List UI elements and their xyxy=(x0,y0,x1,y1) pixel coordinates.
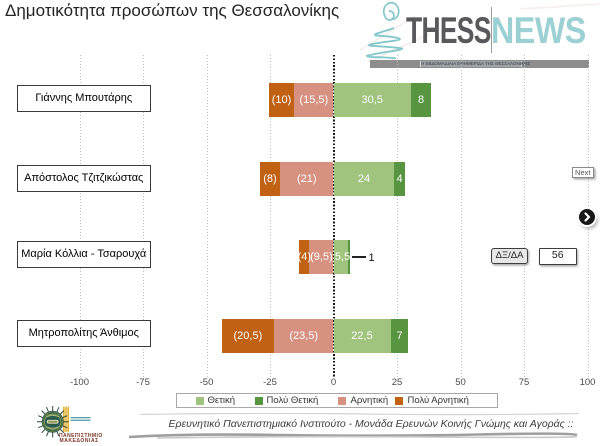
svg-text:ΜΑΚΕΔΟΝΙΑΣ: ΜΑΚΕΔΟΝΙΑΣ xyxy=(60,438,99,444)
svg-text:ΠΑΝΕΠΙΣΤΗΜΙΟ: ΠΑΝΕΠΙΣΤΗΜΙΟ xyxy=(59,433,103,439)
